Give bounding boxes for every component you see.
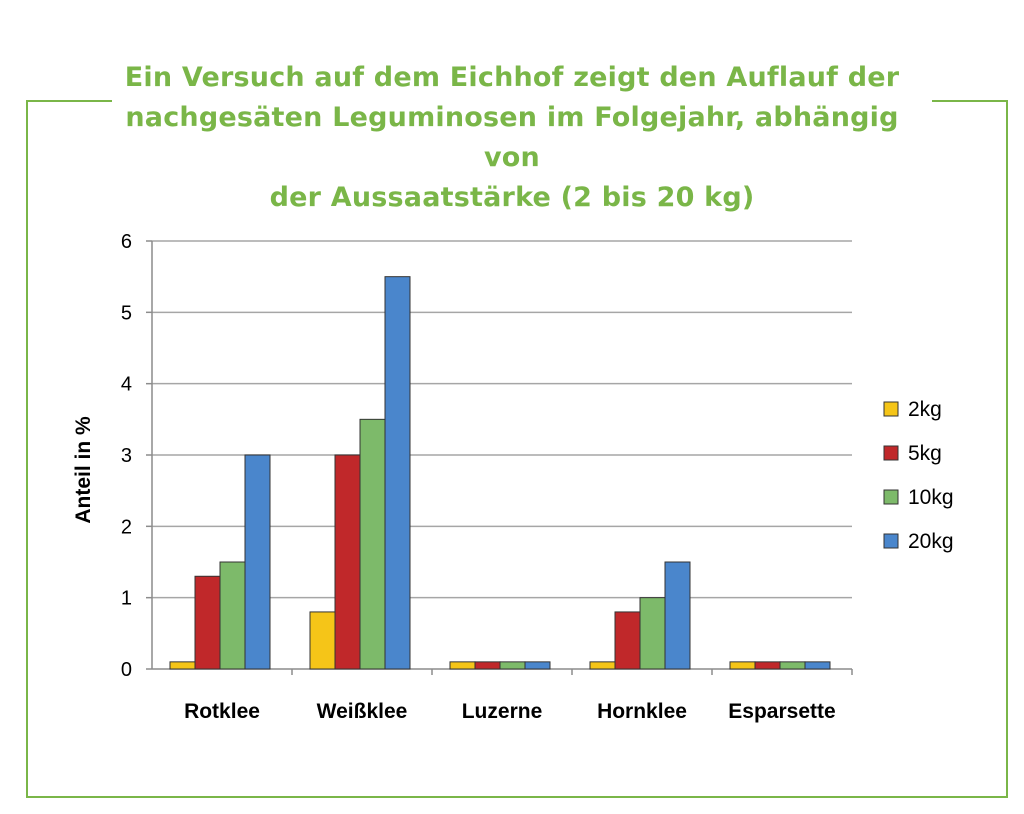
frame-left xyxy=(26,100,28,798)
bar-luzerne-20kg xyxy=(524,661,551,670)
legend-label: 5kg xyxy=(908,442,942,465)
y-axis-label: Anteil in % xyxy=(72,416,95,524)
y-tick-label: 5 xyxy=(121,302,132,324)
bar-luzerne-10kg xyxy=(499,661,526,670)
legend-label: 10kg xyxy=(908,486,954,509)
x-tick-label: Esparsette xyxy=(728,700,835,723)
bar-hornklee-10kg xyxy=(639,597,666,670)
legend-swatch xyxy=(883,401,899,417)
bar-weißklee-2kg xyxy=(309,611,336,670)
legend-swatch xyxy=(883,445,899,461)
bar-esparsette-5kg xyxy=(754,661,781,670)
x-tick-label: Weißklee xyxy=(317,700,408,723)
legend: 2kg 5kg 10kg 20kg xyxy=(883,398,954,553)
y-tick-labels: 0 1 2 3 4 5 6 xyxy=(121,231,132,681)
frame-top-right xyxy=(932,100,1008,102)
y-tick-label: 4 xyxy=(121,374,132,396)
bar-rotklee-20kg xyxy=(244,454,271,670)
x-tick-label: Hornklee xyxy=(597,700,687,723)
x-tick-labels: Rotklee Weißklee Luzerne Hornklee Esparsette xyxy=(184,700,836,723)
bar-esparsette-2kg xyxy=(729,661,756,670)
bar-hornklee-20kg xyxy=(664,561,691,670)
frame-top-left xyxy=(26,100,112,102)
bars xyxy=(169,276,831,670)
frame-bottom xyxy=(26,796,1008,798)
y-tick-label: 6 xyxy=(121,231,132,253)
bar-weißklee-10kg xyxy=(359,418,386,670)
y-tick-label: 0 xyxy=(121,659,132,681)
legend-label: 2kg xyxy=(908,398,942,421)
frame-right xyxy=(1006,100,1008,798)
y-tick-label: 3 xyxy=(121,445,132,467)
x-tick-label: Luzerne xyxy=(462,700,543,723)
legend-swatch xyxy=(883,533,899,549)
bar-rotklee-10kg xyxy=(219,561,246,670)
y-tick-label: 2 xyxy=(121,516,132,538)
chart-title: Ein Versuch auf dem Eichhof zeigt den Au… xyxy=(124,62,900,213)
bar-hornklee-2kg xyxy=(589,661,616,670)
legend-swatch xyxy=(883,489,899,505)
x-tick-label: Rotklee xyxy=(184,700,260,723)
bar-esparsette-20kg xyxy=(804,661,831,670)
bar-esparsette-10kg xyxy=(779,661,806,670)
bar-rotklee-2kg xyxy=(169,661,196,670)
legend-label: 20kg xyxy=(908,530,954,553)
bar-hornklee-5kg xyxy=(614,611,641,670)
bar-rotklee-5kg xyxy=(194,575,221,670)
bar-weißklee-20kg xyxy=(384,276,411,670)
bar-luzerne-2kg xyxy=(449,661,476,670)
y-tick-label: 1 xyxy=(121,588,132,610)
bar-weißklee-5kg xyxy=(334,454,361,670)
bar-luzerne-5kg xyxy=(474,661,501,670)
